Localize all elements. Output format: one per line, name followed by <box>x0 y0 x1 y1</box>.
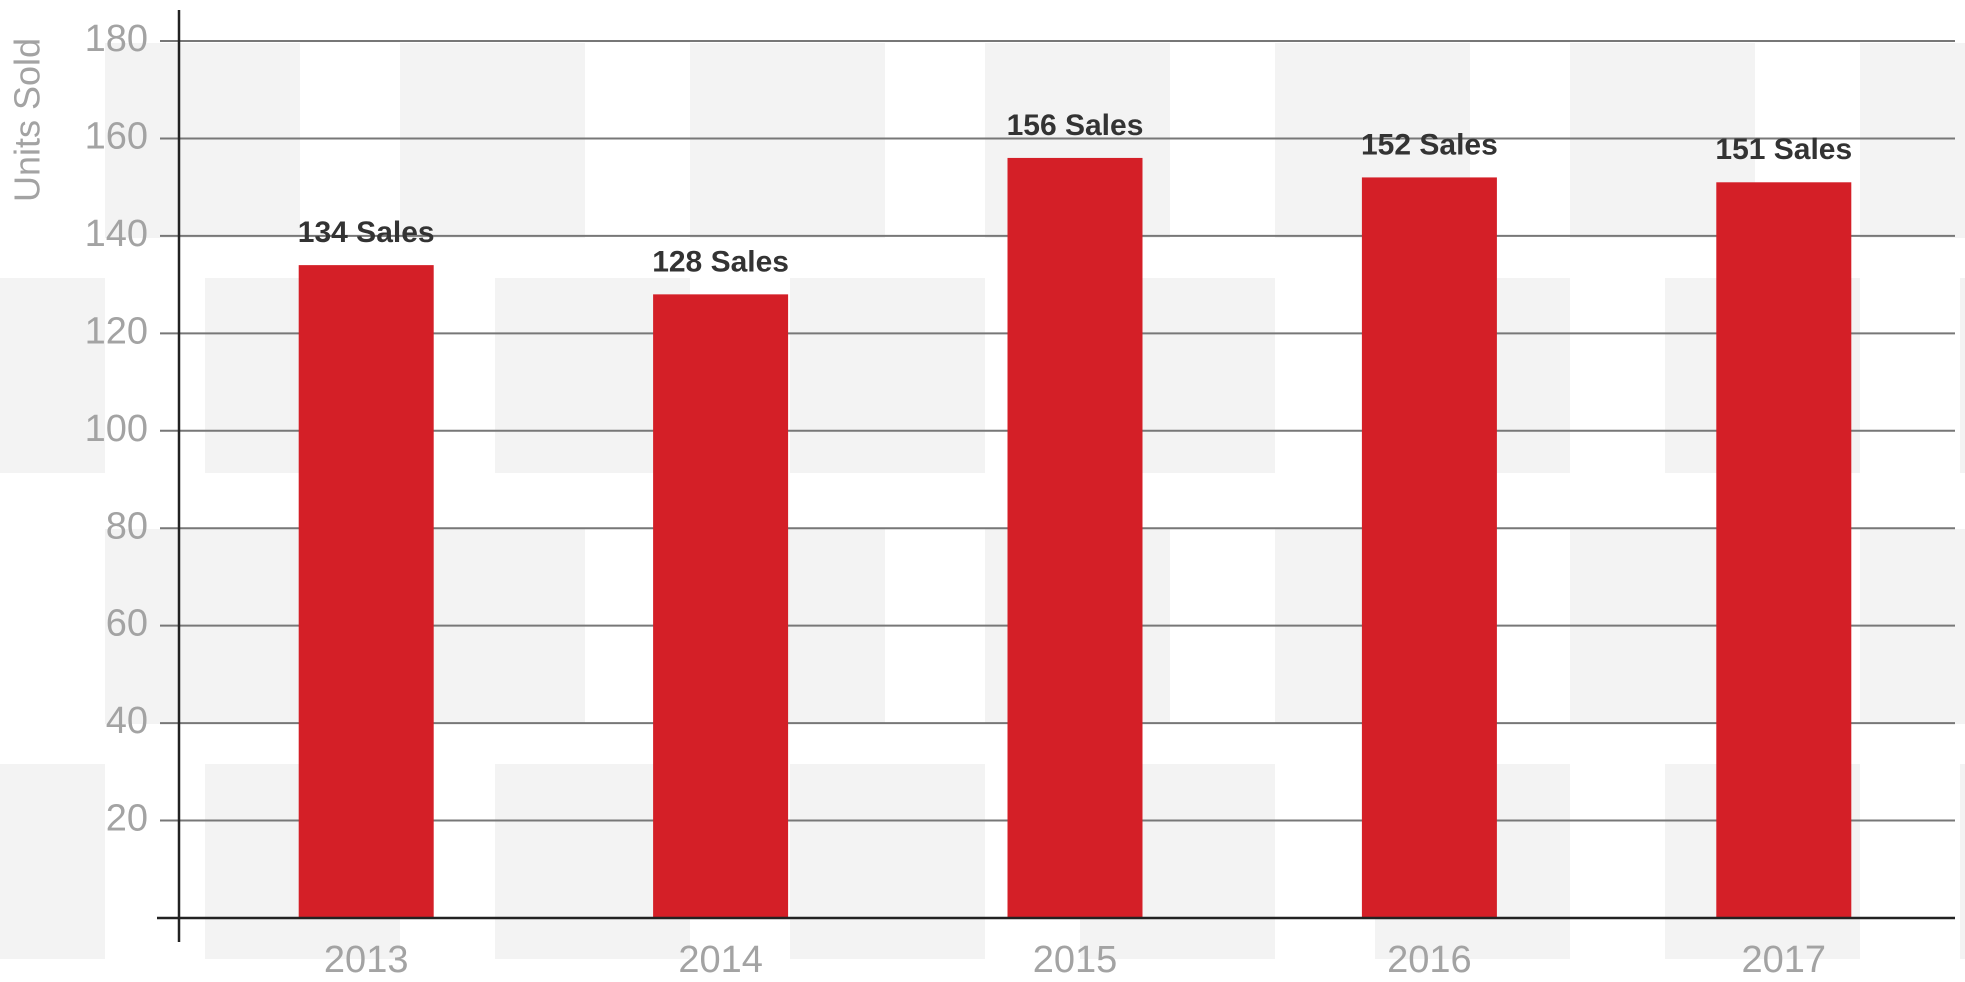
bar <box>1362 177 1497 918</box>
value-label: 151 Sales <box>1715 133 1852 166</box>
y-axis-title: Units Sold <box>7 38 48 202</box>
x-tick-label: 2014 <box>678 939 763 981</box>
y-tick-label: 80 <box>106 505 148 547</box>
x-tick-label: 2017 <box>1742 939 1827 981</box>
y-tick-label: 60 <box>106 603 148 645</box>
y-tick-label: 160 <box>85 115 148 157</box>
y-tick-label: 120 <box>85 310 148 352</box>
x-tick-label: 2015 <box>1033 939 1118 981</box>
chart: Units Sold 20 40 60 80 100 120 140 160 180 2013 1… <box>0 0 1965 982</box>
page: {"chart_data": {"type": "bar", "y_label"… <box>0 0 1965 982</box>
y-tick-label: 20 <box>106 798 148 840</box>
bar <box>1008 158 1143 918</box>
value-label: 134 Sales <box>298 216 435 249</box>
y-tick-label: 140 <box>85 213 148 255</box>
x-tick-label: 2016 <box>1387 939 1472 981</box>
bar <box>299 265 434 918</box>
bar <box>653 294 788 918</box>
y-tick-label: 40 <box>106 700 148 742</box>
x-tick-label: 2013 <box>324 939 409 981</box>
background-pattern <box>0 0 1965 982</box>
y-tick-label: 180 <box>85 18 148 60</box>
value-label: 156 Sales <box>1007 109 1144 142</box>
value-label: 152 Sales <box>1361 128 1498 161</box>
bar <box>1716 182 1851 918</box>
y-tick-label: 100 <box>85 408 148 450</box>
value-label: 128 Sales <box>652 245 789 278</box>
